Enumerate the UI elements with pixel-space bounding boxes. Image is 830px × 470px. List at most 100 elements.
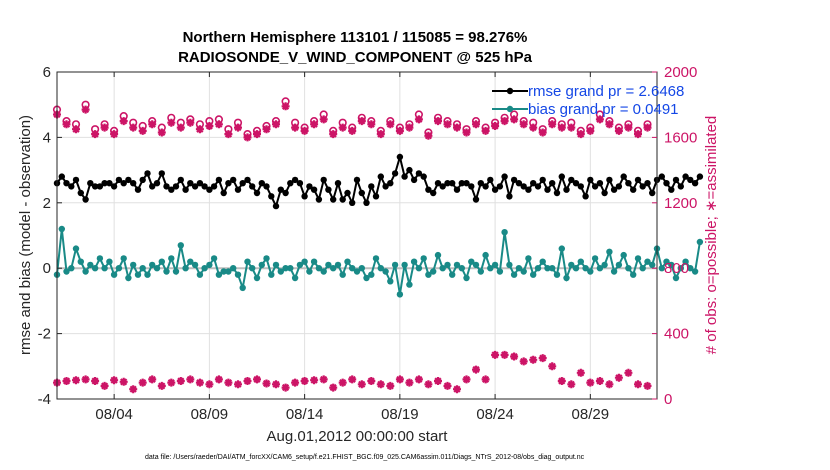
obs-assimilated-point (491, 350, 500, 359)
data-point (149, 261, 156, 269)
obs-assimilated-point (643, 381, 652, 390)
data-point (501, 173, 508, 180)
obs-assimilated-point (62, 120, 71, 129)
obs-assimilated-point (386, 381, 395, 390)
obs-assimilated-point (367, 377, 376, 385)
data-point (125, 274, 132, 282)
data-point (72, 176, 80, 184)
obs-assimilated-point (253, 130, 261, 139)
data-point (106, 258, 113, 265)
data-point (206, 261, 213, 269)
legend-rmse-label: rmse grand pr = 2.6468 (528, 83, 684, 100)
data-point (430, 268, 437, 275)
data-point (577, 258, 584, 265)
legend-bias-marker (506, 105, 514, 113)
data-point (401, 173, 408, 180)
data-point (510, 176, 518, 184)
data-point (410, 258, 418, 265)
data-point (315, 196, 323, 203)
data-point (320, 268, 327, 275)
data-point (596, 265, 604, 272)
data-point (163, 268, 170, 275)
data-point (344, 258, 351, 265)
data-point (549, 180, 556, 187)
data-point (234, 271, 242, 278)
data-point (315, 265, 323, 272)
data-point (220, 189, 227, 197)
data-point (544, 265, 551, 272)
data-point (453, 261, 461, 269)
legend: rmse grand pr = 2.6468 bias grand pr = 0… (492, 83, 684, 118)
data-point (358, 189, 365, 197)
series-rmse (53, 153, 704, 210)
obs-assimilated-point (224, 378, 233, 387)
data-point (230, 265, 237, 272)
obs-assimilated-point (214, 375, 223, 384)
data-point (272, 202, 280, 210)
data-point (96, 255, 104, 262)
data-point (587, 176, 594, 184)
obs-assimilated-point (81, 375, 90, 384)
data-point (458, 265, 465, 272)
data-point (672, 176, 680, 184)
data-point (82, 268, 89, 275)
data-point (525, 255, 532, 262)
data-point (591, 183, 599, 190)
obs-assimilated-point (167, 378, 176, 387)
obs-assimilated-point (205, 122, 214, 130)
obs-assimilated-point (62, 377, 71, 385)
data-point (349, 265, 356, 272)
plot-border (56, 71, 658, 400)
data-point (363, 199, 370, 206)
data-point (139, 265, 146, 272)
data-point (568, 176, 575, 184)
data-point (191, 261, 199, 269)
data-point (563, 274, 570, 282)
data-point (134, 271, 142, 278)
data-point (215, 271, 223, 278)
obs-assimilated-point (310, 376, 319, 385)
data-point (487, 265, 494, 272)
obs-assimilated-point (205, 380, 214, 389)
y-tick-label-left: 2 (43, 195, 51, 212)
obs-assimilated-point (272, 120, 280, 129)
data-point (472, 261, 480, 269)
obs-assimilated-point (434, 377, 442, 385)
chart-subtitle: RADIOSONDE_V_WIND_COMPONENT @ 525 hPa (178, 49, 533, 66)
data-point (472, 196, 480, 203)
data-point (658, 173, 665, 180)
data-point (387, 278, 394, 285)
data-point (301, 258, 308, 265)
y-axis-label-right: # of obs: o=possible; ∗=assimilated (703, 116, 720, 355)
obs-assimilated-point (72, 376, 80, 385)
data-point (187, 258, 194, 265)
obs-assimilated-point (424, 131, 433, 140)
plot-area (57, 72, 657, 399)
obs-assimilated-point (281, 102, 290, 111)
data-point (372, 193, 380, 200)
obs-assimilated-point (443, 120, 452, 129)
data-point (406, 166, 413, 174)
data-point (625, 180, 632, 187)
data-point (215, 176, 223, 184)
obs-assimilated-point (614, 126, 623, 135)
obs-assimilated-point (91, 377, 100, 385)
data-point (520, 268, 527, 275)
data-point (668, 186, 675, 193)
data-point (691, 268, 699, 275)
data-point (382, 183, 389, 190)
data-point (149, 183, 156, 190)
obs-assimilated-point (548, 120, 557, 129)
series-obs-3 (53, 102, 652, 142)
y-tick-label-right: 1600 (664, 129, 697, 146)
obs-assimilated-point (195, 378, 204, 387)
data-point (620, 173, 627, 180)
data-point (310, 186, 318, 193)
data-point (415, 265, 423, 272)
data-point (539, 258, 546, 265)
data-point (282, 189, 289, 197)
obs-assimilated-point (434, 117, 442, 126)
x-tick-label: 08/04 (95, 406, 133, 423)
data-point (539, 176, 546, 184)
data-point (249, 183, 256, 190)
